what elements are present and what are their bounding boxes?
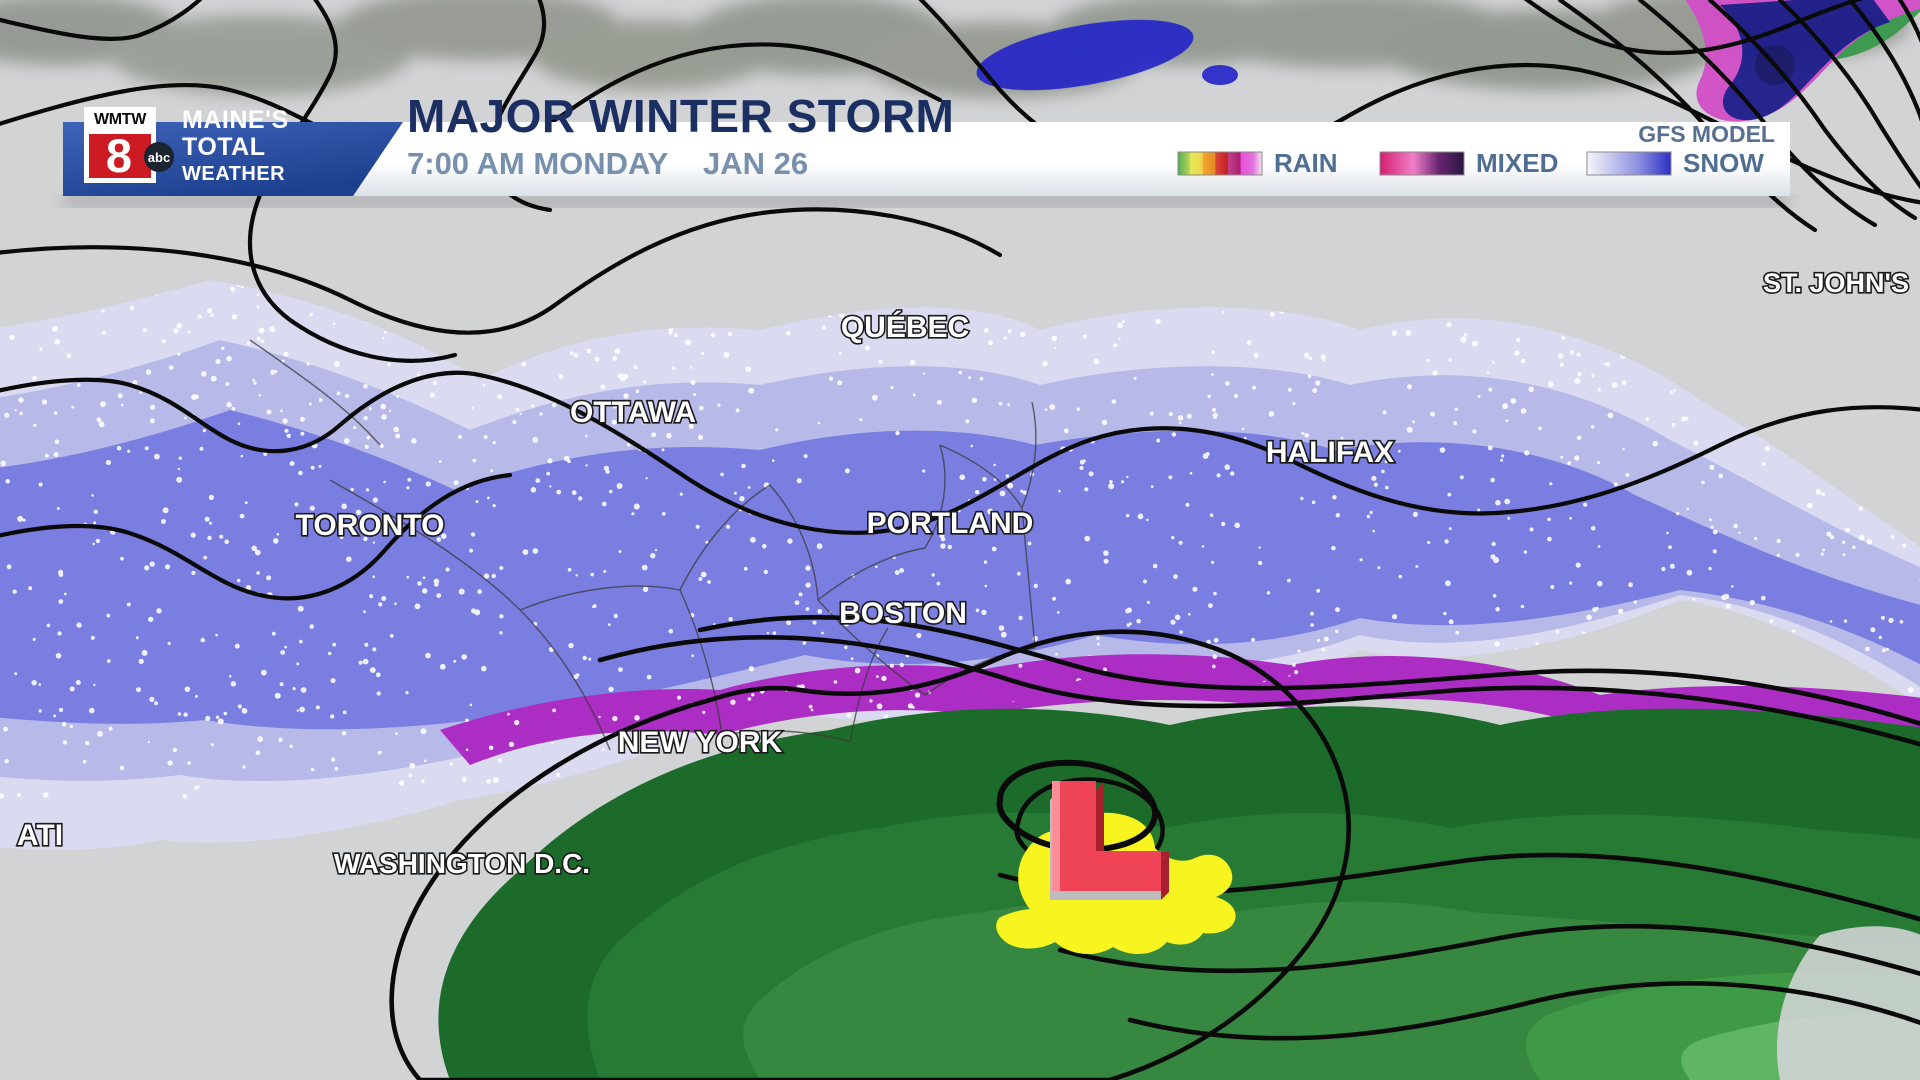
svg-text:MIXED: MIXED (1476, 148, 1558, 178)
svg-text:OTTAWA: OTTAWA (570, 396, 696, 429)
svg-text:BOSTON: BOSTON (839, 597, 967, 630)
svg-text:MAINE'S: MAINE'S (182, 106, 289, 134)
svg-text:GFS MODEL: GFS MODEL (1638, 121, 1775, 147)
svg-text:RAIN: RAIN (1274, 148, 1338, 178)
svg-text:WASHINGTON D.C.: WASHINGTON D.C. (334, 848, 590, 879)
svg-text:HALIFAX: HALIFAX (1266, 436, 1394, 469)
svg-text:TOTAL: TOTAL (182, 133, 266, 161)
svg-text:PORTLAND: PORTLAND (867, 507, 1034, 540)
svg-text:WMTW: WMTW (94, 111, 147, 128)
svg-text:MAJOR WINTER STORM: MAJOR WINTER STORM (407, 90, 954, 142)
svg-text:abc: abc (148, 150, 170, 165)
svg-text:SNOW: SNOW (1683, 148, 1764, 178)
svg-text:8: 8 (106, 129, 132, 182)
svg-text:QUÉBEC: QUÉBEC (841, 310, 969, 344)
svg-text:ST. JOHN'S: ST. JOHN'S (1763, 268, 1909, 298)
svg-text:WEATHER: WEATHER (182, 163, 285, 185)
svg-text:JAN 26: JAN 26 (703, 146, 808, 181)
svg-text:7:00 AM MONDAY: 7:00 AM MONDAY (407, 146, 669, 181)
svg-text:ATI: ATI (17, 819, 63, 852)
svg-text:TORONTO: TORONTO (296, 509, 445, 542)
svg-text:NEW YORK: NEW YORK (618, 726, 783, 759)
